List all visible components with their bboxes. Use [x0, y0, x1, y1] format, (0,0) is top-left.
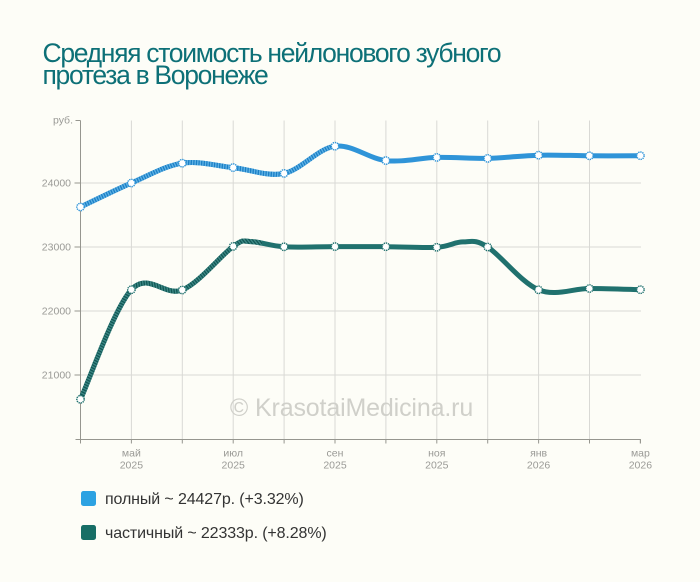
svg-text:© KrasotaiMedicina.ru: © KrasotaiMedicina.ru	[230, 394, 473, 422]
svg-text:сен: сен	[327, 448, 344, 460]
svg-text:2025: 2025	[425, 460, 449, 472]
svg-text:22000: 22000	[42, 306, 71, 318]
svg-text:июл: июл	[223, 448, 243, 460]
svg-text:янв: янв	[530, 448, 547, 460]
svg-text:2026: 2026	[629, 460, 653, 472]
svg-text:2025: 2025	[120, 460, 144, 472]
svg-text:23000: 23000	[42, 242, 71, 254]
svg-text:2025: 2025	[323, 460, 347, 472]
svg-text:21000: 21000	[42, 370, 71, 382]
svg-text:ноя: ноя	[428, 448, 445, 460]
svg-text:мар: мар	[631, 448, 650, 460]
svg-text:руб.: руб.	[53, 115, 73, 127]
svg-text:24000: 24000	[42, 178, 71, 190]
svg-text:май: май	[122, 448, 141, 460]
svg-text:2026: 2026	[527, 460, 551, 472]
svg-text:2025: 2025	[222, 460, 246, 472]
